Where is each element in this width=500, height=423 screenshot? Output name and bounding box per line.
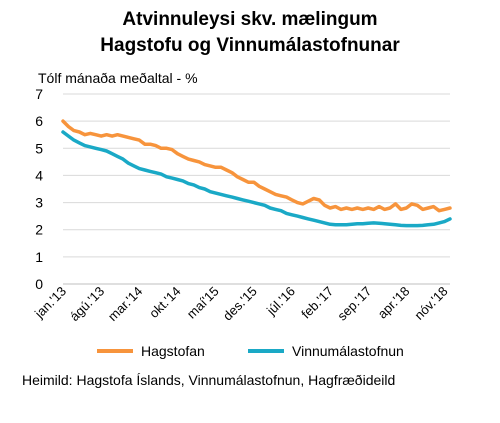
legend-label-vinnumalastofnun: Vinnumálastofnun <box>292 343 404 359</box>
y-tick-label: 6 <box>35 113 43 129</box>
y-axis-label: Tólf mánaða meðaltal - % <box>38 70 198 86</box>
y-tick-label: 3 <box>35 195 43 211</box>
x-tick-label: ágú.'13 <box>67 284 107 324</box>
series-line-hagstofan <box>61 119 452 213</box>
y-tick-label: 0 <box>35 276 43 292</box>
y-tick-label: 1 <box>35 249 43 265</box>
y-tick-label: 5 <box>35 140 43 156</box>
source-note: Heimild: Hagstofa Íslands, Vinnumálastof… <box>22 372 396 388</box>
legend-item-hagstofan: Hagstofan <box>97 343 205 359</box>
y-tick-label: 4 <box>35 167 43 183</box>
y-tick-label: 7 <box>35 86 43 102</box>
legend-swatch-hagstofan <box>97 349 133 353</box>
series-line-vinnumalastofnun <box>61 130 452 228</box>
x-tick-label: maí'15 <box>184 284 222 322</box>
x-tick-label: okt.'14 <box>146 284 183 321</box>
x-tick-label: apr.'18 <box>375 284 413 322</box>
x-tick-label: feb.'17 <box>298 284 336 322</box>
x-tick-label: nóv.'18 <box>411 284 450 323</box>
chart-title-line1: Atvinnuleysi skv. mælingum <box>122 9 378 30</box>
chart-title-line2: Hagstofu og Vinnumálastofnunar <box>100 35 400 56</box>
x-tick-label: des.'15 <box>220 284 260 324</box>
legend-swatch-vinnumalastofnun <box>248 349 284 353</box>
y-tick-label: 2 <box>35 222 43 238</box>
x-tick-label: mar.'14 <box>105 284 145 324</box>
x-tick-label: sep.'17 <box>334 284 374 324</box>
x-tick-label: júl.'16 <box>263 284 298 319</box>
legend-item-vinnumalastofnun: Vinnumálastofnun <box>248 343 404 359</box>
legend-label-hagstofan: Hagstofan <box>141 343 205 359</box>
